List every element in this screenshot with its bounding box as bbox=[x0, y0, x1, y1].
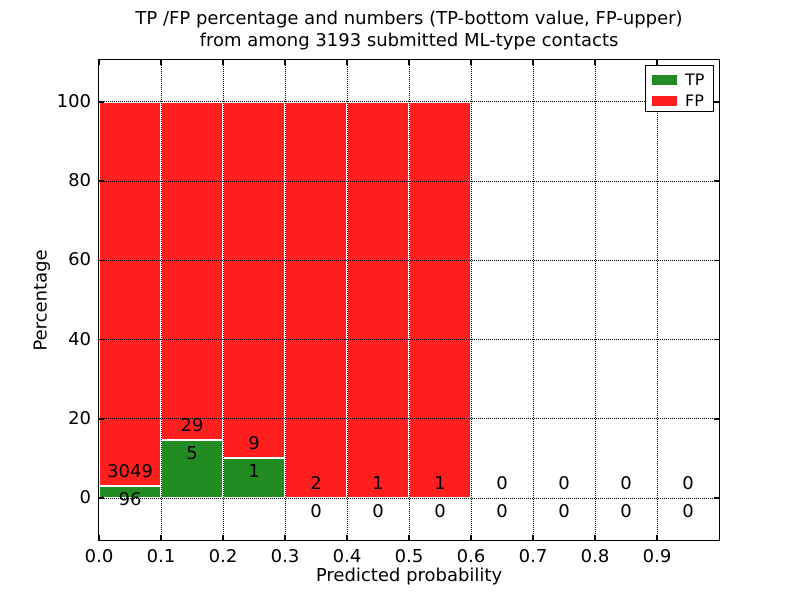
fp-count-label: 0 bbox=[620, 473, 632, 495]
fp-count-label: 2 bbox=[310, 473, 322, 495]
x-tick-label: 0.1 bbox=[146, 546, 176, 567]
y-tick-label: 80 bbox=[68, 170, 91, 192]
tp-count-label: 0 bbox=[310, 501, 322, 523]
x-tick-label: 0.4 bbox=[332, 546, 362, 567]
tp-count-label: 0 bbox=[434, 501, 446, 523]
legend-label-fp: FP bbox=[685, 91, 704, 110]
bar-fp-segment bbox=[409, 101, 471, 498]
y-axis-label: Percentage bbox=[30, 249, 52, 351]
legend-label-tp: TP bbox=[685, 70, 705, 89]
tp-count-label: 0 bbox=[496, 501, 508, 523]
fp-count-label: 0 bbox=[682, 473, 694, 495]
y-tick-label: 40 bbox=[68, 328, 91, 350]
y-tick-label: 0 bbox=[79, 487, 91, 509]
tp-count-label: 0 bbox=[372, 501, 384, 523]
chart-title: TP /FP percentage and numbers (TP-bottom… bbox=[99, 8, 719, 52]
y-tick-label: 100 bbox=[56, 90, 91, 112]
legend-swatch-fp bbox=[652, 95, 677, 106]
bar-fp-segment bbox=[161, 101, 223, 440]
chart-title-line2: from among 3193 submitted ML-type contac… bbox=[199, 30, 619, 51]
fp-count-label: 3049 bbox=[107, 460, 153, 482]
tp-count-label: 96 bbox=[118, 488, 142, 510]
y-tick-label: 20 bbox=[68, 407, 91, 429]
fp-count-label: 9 bbox=[248, 433, 260, 455]
x-tick-label: 0.9 bbox=[642, 546, 672, 567]
x-tick-label: 0.6 bbox=[456, 546, 486, 567]
x-tick-label: 0.8 bbox=[580, 546, 610, 567]
bar-tp-segment bbox=[223, 458, 285, 498]
tp-count-label: 5 bbox=[186, 442, 198, 464]
y-tick-label: 60 bbox=[68, 249, 91, 271]
legend-swatch-tp bbox=[652, 74, 677, 85]
fp-count-label: 0 bbox=[558, 473, 570, 495]
fp-count-label: 29 bbox=[180, 414, 204, 436]
legend-item: FP bbox=[652, 91, 713, 110]
tp-count-label: 1 bbox=[248, 461, 260, 483]
bar-fp-segment bbox=[285, 101, 347, 498]
fp-count-label: 0 bbox=[496, 473, 508, 495]
x-tick-label: 0.7 bbox=[518, 546, 548, 567]
tp-count-label: 0 bbox=[558, 501, 570, 523]
bar-fp-segment bbox=[347, 101, 409, 498]
legend-item: TP bbox=[652, 70, 713, 89]
x-tick-label: 0.2 bbox=[208, 546, 238, 567]
tp-count-label: 0 bbox=[620, 501, 632, 523]
fp-count-label: 1 bbox=[434, 473, 446, 495]
legend: TP FP bbox=[645, 65, 714, 112]
fp-count-label: 1 bbox=[372, 473, 384, 495]
x-axis-label: Predicted probability bbox=[315, 565, 503, 586]
x-tick-label: 0.0 bbox=[84, 546, 114, 567]
x-tick-label: 0.5 bbox=[394, 546, 424, 567]
x-tick-label: 0.3 bbox=[270, 546, 300, 567]
bar-fp-segment bbox=[99, 101, 161, 486]
tp-count-label: 0 bbox=[682, 501, 694, 523]
chart-title-line1: TP /FP percentage and numbers (TP-bottom… bbox=[135, 8, 683, 29]
bar-fp-segment bbox=[223, 101, 285, 459]
